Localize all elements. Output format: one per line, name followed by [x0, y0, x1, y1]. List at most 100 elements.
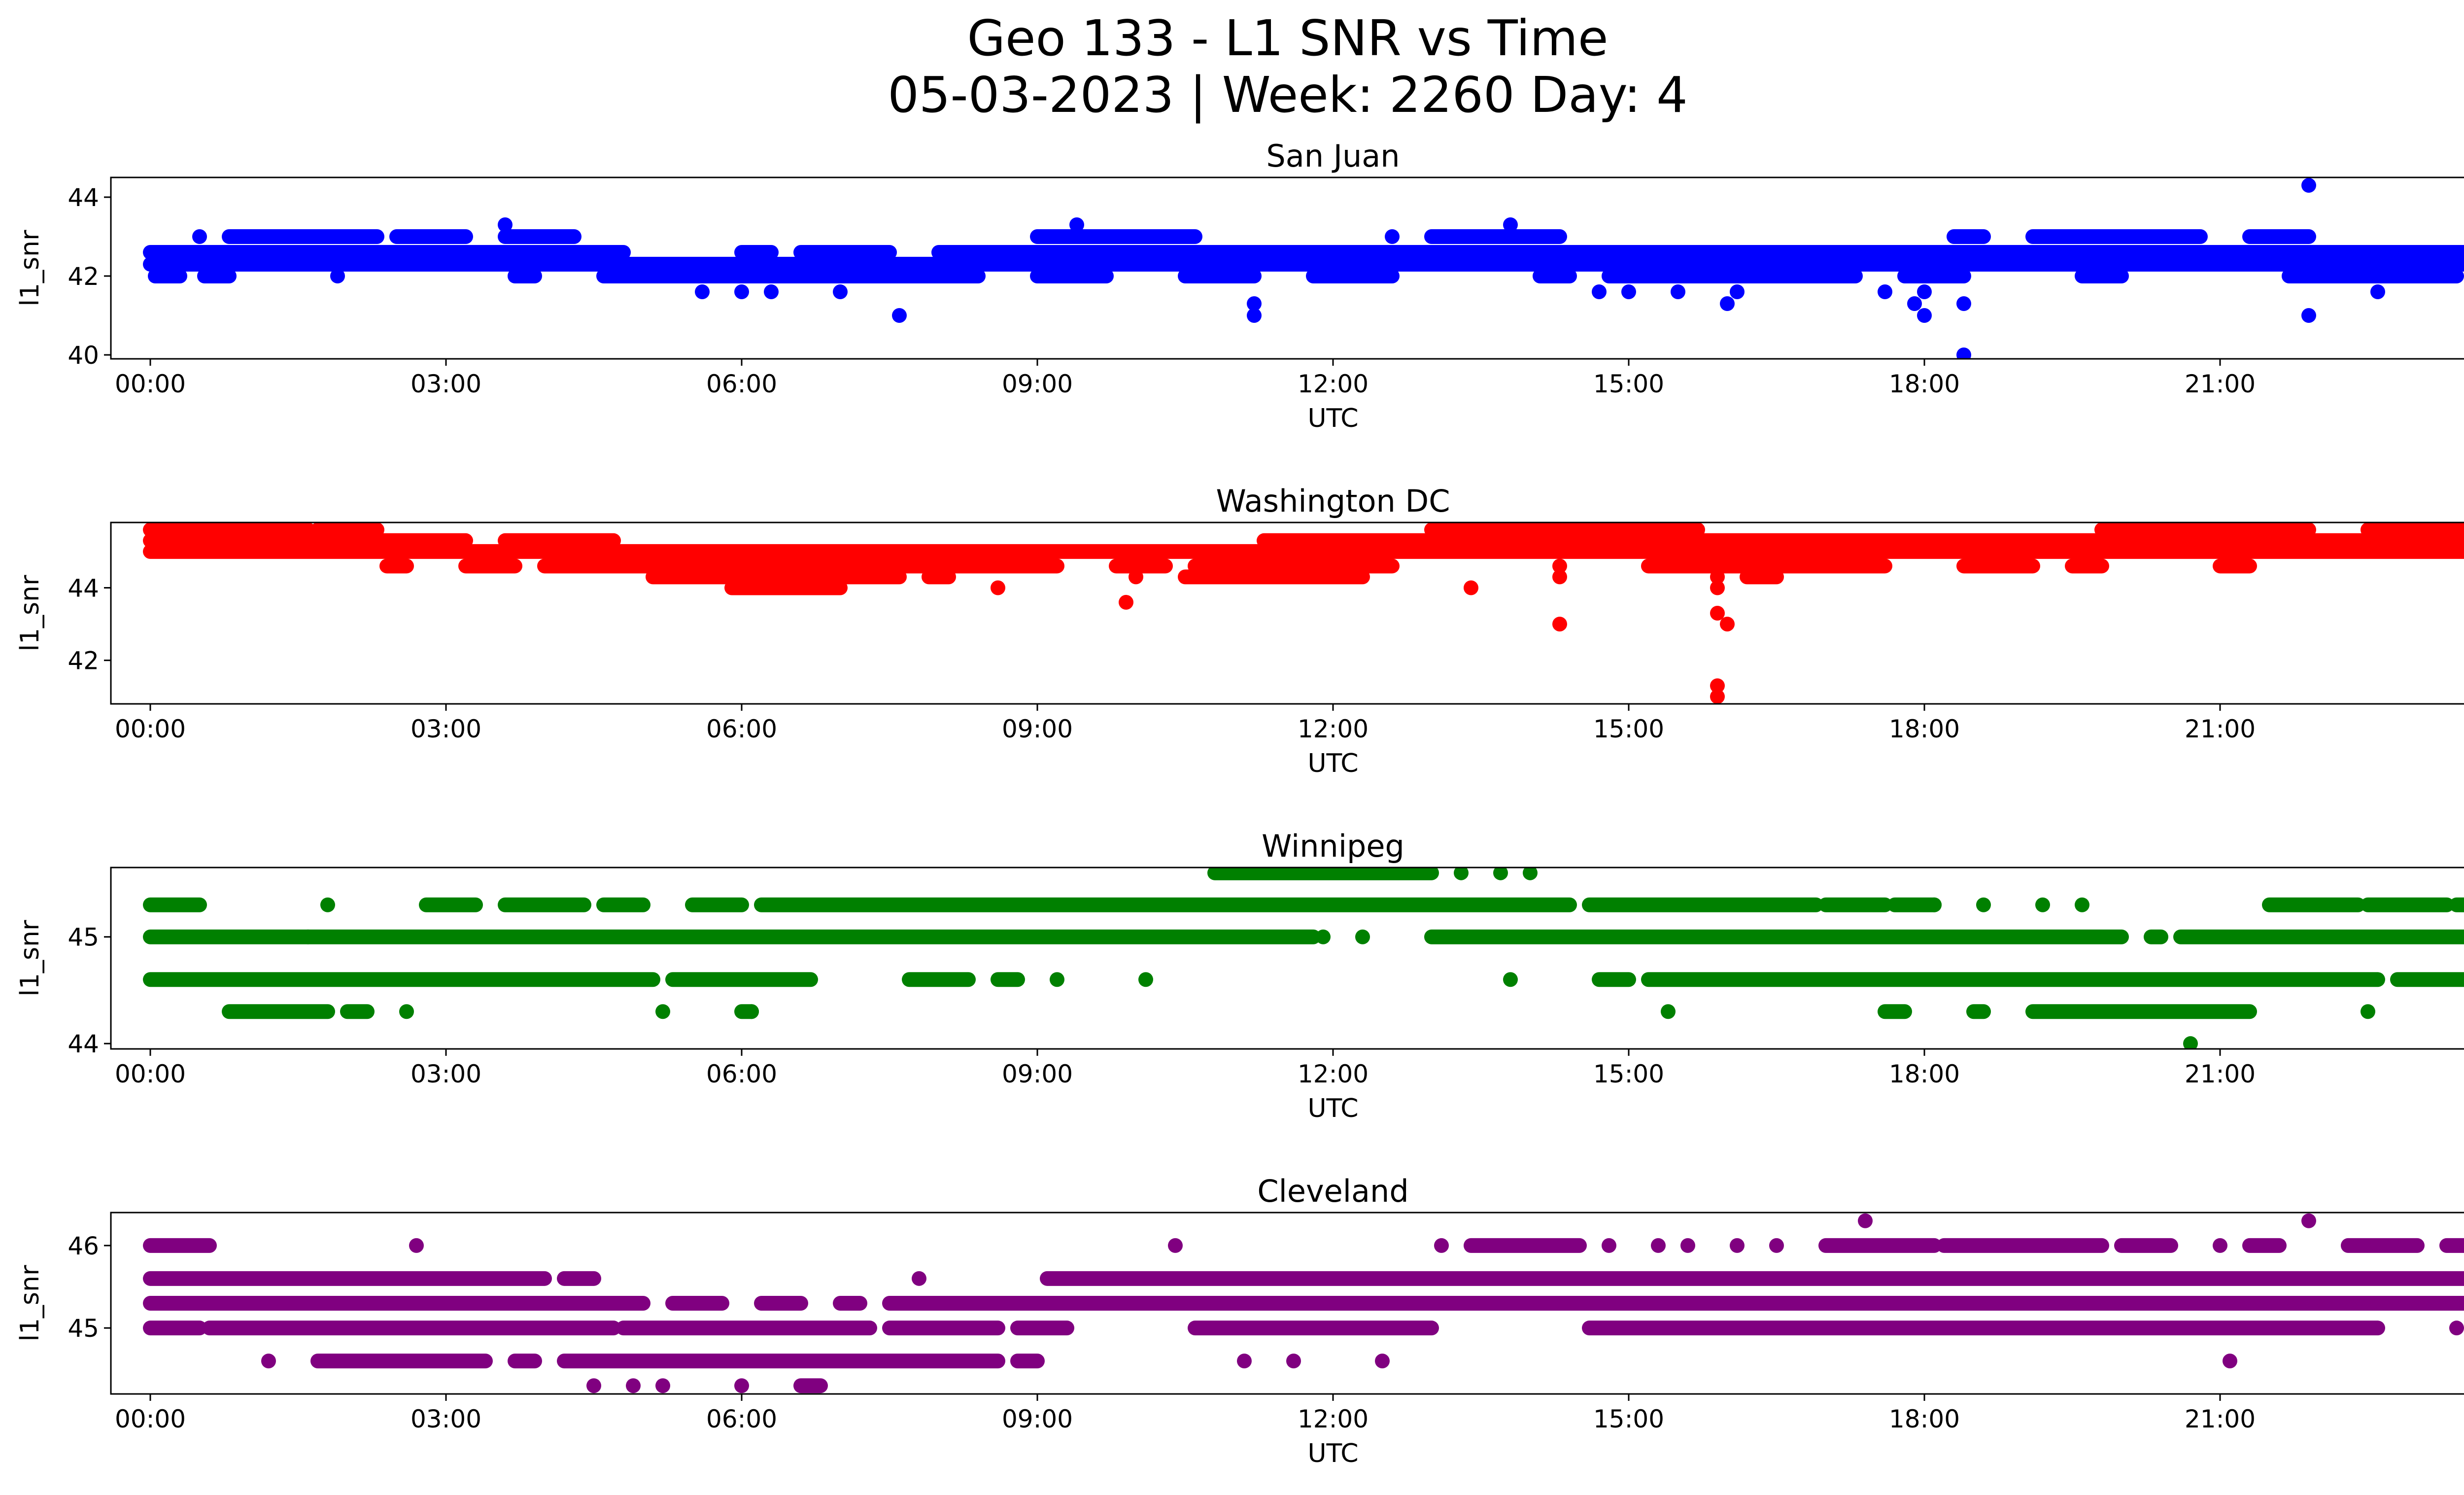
x-tick-label: 00:00 [115, 1405, 186, 1433]
data-point [734, 1378, 749, 1393]
data-point [1710, 569, 1725, 585]
data-point [1907, 296, 1922, 311]
data-point [1523, 868, 1538, 880]
x-tick-label: 12:00 [1298, 1405, 1369, 1433]
x-tick-label: 12:00 [1298, 370, 1369, 398]
data-point [912, 1271, 926, 1286]
data-point [261, 1354, 276, 1369]
subplot-title: Cleveland [1257, 1173, 1408, 1209]
data-point [1129, 569, 1143, 585]
data-point [833, 284, 848, 299]
data-point [1138, 972, 1153, 987]
x-tick-label: 00:00 [115, 1060, 186, 1088]
data-point [655, 1378, 670, 1393]
data-layer [143, 178, 2464, 359]
data-point [1355, 929, 1370, 944]
x-tick-label: 18:00 [1889, 370, 1960, 398]
x-tick-label: 00:00 [115, 370, 186, 398]
data-point [2223, 1354, 2237, 1369]
data-point [2035, 897, 2050, 912]
y-tick-label: 45 [68, 1314, 99, 1343]
data-point [1119, 594, 1133, 610]
x-tick-label: 12:00 [1298, 1060, 1369, 1088]
data-point [1651, 1238, 1666, 1253]
data-point [2449, 1321, 2464, 1336]
x-tick-label: 15:00 [1593, 1405, 1664, 1433]
data-point [2301, 308, 2316, 323]
data-point [2370, 284, 2385, 299]
data-layer [143, 522, 2464, 704]
x-tick-label: 03:00 [411, 1060, 481, 1088]
x-tick-label: 09:00 [1002, 715, 1073, 743]
x-tick-label: 18:00 [1889, 1060, 1960, 1088]
data-point [1069, 217, 1084, 232]
x-tick-label: 00:00 [115, 715, 186, 743]
data-point [1976, 897, 1991, 912]
data-point [1464, 580, 1478, 595]
x-tick-label: 18:00 [1889, 715, 1960, 743]
data-point [892, 308, 907, 323]
y-axis-label: l1_snr [15, 1265, 45, 1342]
data-point [1671, 284, 1685, 299]
x-tick-label: 09:00 [1002, 1405, 1073, 1433]
data-point [2361, 1004, 2375, 1019]
y-tick-label: 42 [68, 647, 99, 675]
data-point [1592, 284, 1607, 299]
x-axis-label: UTC [1307, 1439, 1358, 1468]
data-point [1621, 284, 1636, 299]
y-axis-label: l1_snr [15, 920, 45, 997]
data-point [1454, 868, 1469, 880]
axes-frame [110, 867, 2464, 1050]
x-tick-label: 06:00 [706, 1060, 777, 1088]
data-point [1710, 606, 1725, 621]
data-point [626, 1378, 641, 1393]
x-tick-label: 15:00 [1593, 370, 1664, 398]
data-point [1237, 1354, 1252, 1369]
subplot-4: Cleveland 00:00 03:00 06:00 09:00 12:00 15:00 1… [15, 1173, 2464, 1468]
data-point [1858, 1213, 1873, 1228]
data-point [1286, 1354, 1301, 1369]
x-tick-label: 21:00 [2185, 1060, 2256, 1088]
x-tick-label: 12:00 [1298, 715, 1369, 743]
subplot-title: Washington DC [1216, 483, 1450, 519]
y-tick-label: 42 [68, 262, 99, 291]
data-point [1375, 1354, 1390, 1369]
data-point [991, 580, 1005, 595]
data-point [1552, 617, 1567, 632]
y-axis-label: l1_snr [15, 575, 45, 652]
x-tick-label: 21:00 [2185, 715, 2256, 743]
x-axis-label: UTC [1307, 1094, 1358, 1123]
data-point [1710, 689, 1725, 704]
x-axis-label: UTC [1307, 749, 1358, 778]
data-point [1661, 1004, 1676, 1019]
data-point [2075, 897, 2089, 912]
data-point [1710, 678, 1725, 694]
data-point [2301, 178, 2316, 193]
subplot-2: Washington DC 00:00 03:00 06:00 09:00 12:00 15… [15, 483, 2464, 778]
figure-title-line2: 05-03-2023 | Week: 2260 Day: 4 [888, 66, 1688, 124]
data-layer [143, 868, 2464, 1049]
data-point [2301, 1213, 2316, 1228]
data-point [192, 229, 207, 244]
data-point [1917, 284, 1932, 299]
data-point [1769, 1238, 1784, 1253]
x-tick-label: 03:00 [411, 370, 481, 398]
data-point [1552, 569, 1567, 585]
x-tick-label: 18:00 [1889, 1405, 1960, 1433]
subplot-title: Winnipeg [1262, 828, 1404, 864]
data-point [498, 217, 513, 232]
data-point [1050, 972, 1064, 987]
data-point [655, 1004, 670, 1019]
x-tick-label: 03:00 [411, 715, 481, 743]
data-point [1168, 1238, 1183, 1253]
x-tick-label: 15:00 [1593, 715, 1664, 743]
data-point [586, 1378, 601, 1393]
data-point [1730, 1238, 1745, 1253]
data-point [695, 284, 710, 299]
data-point [1602, 1238, 1616, 1253]
data-point [330, 269, 345, 283]
x-tick-label: 06:00 [706, 715, 777, 743]
x-tick-label: 21:00 [2185, 1405, 2256, 1433]
y-tick-label: 40 [68, 341, 99, 370]
